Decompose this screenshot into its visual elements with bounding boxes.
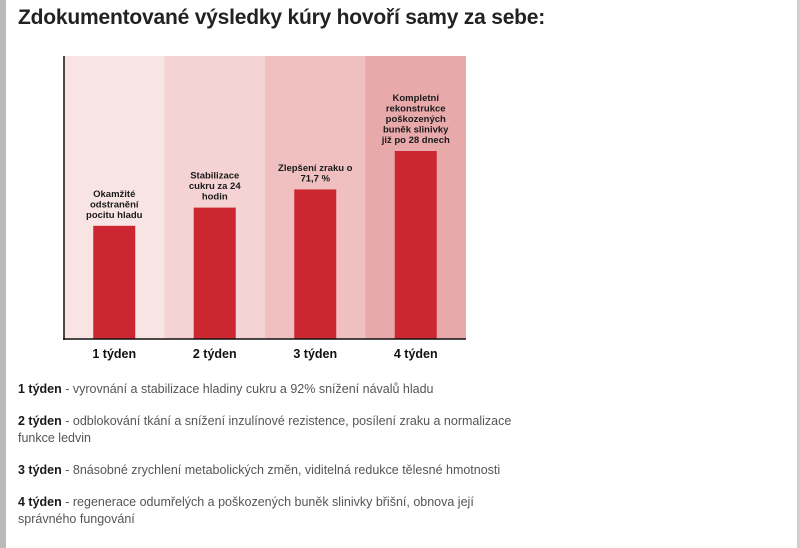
bar-label-line: Stabilizace: [190, 171, 239, 182]
bar-label-line: cukru za 24: [189, 181, 241, 192]
note-week-4: 4 týden - regenerace odumřelých a poškoz…: [18, 494, 518, 528]
page-heading: Zdokumentované výsledky kúry hovoří samy…: [18, 6, 546, 29]
bar-label-line: Kompletní: [393, 93, 440, 104]
note-text: - vyrovnání a stabilizace hladiny cukru …: [61, 382, 434, 396]
x-tick-label-2: 2 týden: [193, 347, 237, 361]
note-week-1: 1 týden - vyrovnání a stabilizace hladin…: [18, 381, 518, 398]
bar-label-line: buněk slinivky: [383, 125, 449, 136]
note-week-label: 3 týden: [18, 463, 62, 477]
bar-1: [93, 225, 136, 339]
bar-label-line: 71,7 %: [300, 173, 330, 184]
note-week-3: 3 týden - 8násobné zrychlení metabolický…: [18, 462, 518, 479]
notes-list: 1 týden - vyrovnání a stabilizace hladin…: [18, 381, 518, 543]
note-week-label: 1 týden: [18, 382, 62, 396]
bar-label-line: rekonstrukce: [386, 104, 446, 115]
bar-label-line: odstranění: [90, 199, 139, 210]
note-text: - 8násobné zrychlení metabolických změn,…: [61, 463, 501, 477]
bar-label-4: Kompletní rekonstrukce poškozených buněk sl…: [381, 93, 450, 146]
bar-chart: Okamžité odstranění pocitu hladu 1 týden Sta…: [63, 56, 466, 361]
bar-label-line: již po 28 dnech: [381, 135, 450, 146]
note-week-label: 4 týden: [18, 495, 62, 509]
bar-label-line: pocitu hladu: [86, 210, 143, 221]
note-week-label: 2 týden: [18, 414, 62, 428]
note-week-2: 2 týden - odblokování tkání a snížení in…: [18, 413, 518, 447]
right-border: [797, 0, 800, 548]
bar-label-2: Stabilizace cukru za 24 hodin: [189, 171, 241, 203]
x-tick-label-4: 4 týden: [394, 347, 438, 361]
x-tick-label-1: 1 týden: [92, 347, 136, 361]
bar-label-line: Okamžité: [93, 189, 135, 200]
left-border: [0, 0, 6, 548]
bar-label-line: poškozených: [386, 114, 446, 125]
bar-label-1: Okamžité odstranění pocitu hladu: [86, 189, 143, 221]
bar-3: [294, 189, 337, 339]
note-text: - odblokování tkání a snížení inzulínové…: [18, 414, 512, 445]
note-text: - regenerace odumřelých a poškozených bu…: [18, 495, 474, 526]
bar-label-3: Zlepšení zraku o 71,7 %: [278, 163, 353, 185]
bar-label-line: hodin: [202, 192, 228, 203]
bar-4: [394, 151, 437, 339]
bar-label-line: Zlepšení zraku o: [278, 163, 353, 174]
x-tick-label-3: 3 týden: [293, 347, 337, 361]
bar-2: [193, 207, 236, 339]
